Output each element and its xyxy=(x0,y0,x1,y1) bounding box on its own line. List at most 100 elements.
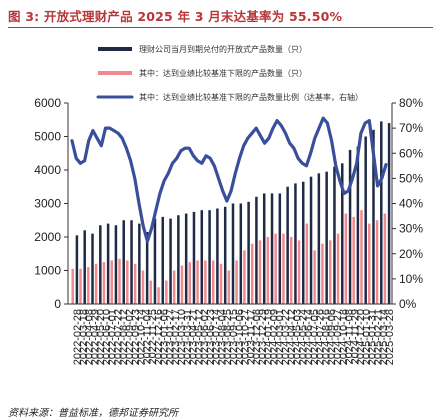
y-right-tick-label: 30% xyxy=(399,222,423,236)
y-left-tick-label: 5000 xyxy=(34,130,61,144)
bar-total xyxy=(372,129,375,304)
y-axis-right: 0% 10% 20% 30% 40% 50% 60% 70% 80% xyxy=(391,96,423,311)
x-tick-label: 2024-03-01 xyxy=(274,309,286,365)
bar-total xyxy=(99,225,102,304)
x-tick-label: 2024-02-09 xyxy=(268,309,280,365)
x-axis: 2022-02-282022-03-182022-04-082022-04-29… xyxy=(68,303,396,365)
bar-reached xyxy=(344,213,348,304)
legend-label-1: 理财公司当月到期兑付的开放式产品数量（只） xyxy=(139,44,307,54)
x-tick-label: 2022-02-28 xyxy=(72,309,84,365)
bar-reached xyxy=(79,268,82,304)
x-tick-label: 2023-07-14 xyxy=(211,309,223,365)
x-tick-label: 2022-12-16 xyxy=(153,309,165,365)
x-tick-label: 2023-02-17 xyxy=(170,309,182,365)
x-tick-label: 2024-09-27 xyxy=(332,309,344,365)
bar-total xyxy=(153,218,157,304)
x-tick-label: 2023-08-25 xyxy=(222,309,234,365)
x-tick-label: 2023-04-21 xyxy=(188,309,200,365)
y-left-tick-label: 4000 xyxy=(34,163,61,177)
x-tick-label: 2022-03-18 xyxy=(78,309,90,365)
bar-reached xyxy=(118,258,121,304)
bar-total xyxy=(184,213,188,304)
bar-reached xyxy=(235,260,238,304)
bar-reached xyxy=(305,223,309,304)
x-tick-label: 2025-01-31 xyxy=(367,309,379,365)
bar-total xyxy=(364,136,367,304)
bar-total xyxy=(286,186,289,304)
x-tick-label: 2024-04-12 xyxy=(286,309,298,365)
bar-total xyxy=(341,163,344,304)
x-tick-label: 2023-06-02 xyxy=(199,309,211,365)
bar-reached xyxy=(102,262,106,304)
bar-total xyxy=(192,211,196,304)
bar-reached xyxy=(297,240,301,304)
bar-total xyxy=(106,223,110,304)
bar-total xyxy=(169,218,172,304)
bar-total xyxy=(177,215,180,304)
x-tick-label: 2023-06-23 xyxy=(205,309,217,365)
bar-total xyxy=(301,181,305,304)
bar-reached xyxy=(266,237,270,304)
bar-total xyxy=(138,223,141,304)
x-tick-label: 2023-01-06 xyxy=(159,309,171,365)
bar-reached xyxy=(360,210,363,304)
bar-reached xyxy=(274,233,277,304)
x-tick-label: 2024-10-18 xyxy=(338,309,350,365)
bar-reached xyxy=(383,213,387,304)
legend-swatch-1 xyxy=(98,47,132,51)
x-tick-label: 2022-11-04 xyxy=(141,309,153,364)
bar-reached xyxy=(110,260,113,304)
x-tick-label: 2022-10-14 xyxy=(136,309,148,365)
series-total-bars xyxy=(75,121,391,304)
y-left-tick-label: 2000 xyxy=(34,230,61,244)
bar-total xyxy=(387,123,391,304)
x-tick-label: 2022-08-12 xyxy=(118,309,130,365)
x-tick-label: 2024-07-05 xyxy=(309,309,321,365)
bar-reached xyxy=(188,262,192,304)
bar-reached xyxy=(180,265,184,304)
bar-reached xyxy=(321,243,324,304)
bar-total xyxy=(122,220,125,304)
bar-total xyxy=(317,173,321,304)
legend: 理财公司当月到期兑付的开放式产品数量（只） 其中：达到业绩比较基准下限的产品数量（… xyxy=(96,44,363,102)
x-tick-label: 2025-01-10 xyxy=(361,309,373,365)
y-left-tick-label: 0 xyxy=(54,297,61,311)
bar-total xyxy=(208,210,211,304)
bar-total xyxy=(380,121,383,304)
bar-reached xyxy=(133,263,137,304)
x-tick-label: 2022-09-02 xyxy=(124,309,136,365)
bar-total xyxy=(114,225,118,304)
legend-label-3: 其中：达到业绩比较基准下限的产品数量比例（达基率，右轴） xyxy=(139,92,363,102)
bar-reached xyxy=(227,270,231,304)
x-tick-label: 2023-01-27 xyxy=(164,309,176,365)
bar-reached xyxy=(149,280,152,304)
legend-swatch-2 xyxy=(98,71,132,75)
x-tick-label: 2022-04-29 xyxy=(89,309,101,365)
x-tick-label: 2024-12-20 xyxy=(355,309,367,365)
bar-reached xyxy=(352,216,355,304)
y-right-tick-label: 80% xyxy=(399,96,423,110)
bar-total xyxy=(145,231,149,304)
bar-reached xyxy=(126,260,129,304)
series-ratio-line xyxy=(70,116,388,243)
bar-total xyxy=(130,220,133,304)
bar-reached xyxy=(329,240,332,304)
bar-reached xyxy=(258,240,262,304)
x-tick-label: 2024-03-22 xyxy=(280,309,292,365)
y-left-tick-label: 6000 xyxy=(34,96,61,110)
bar-reached xyxy=(313,250,316,304)
x-tick-label: 2024-05-03 xyxy=(292,309,304,365)
x-tick-label: 2023-10-27 xyxy=(240,309,252,365)
legend-label-2: 其中：达到业绩比较基准下限的产品数量（只） xyxy=(139,68,307,78)
bar-total xyxy=(216,208,219,304)
bar-total xyxy=(255,196,258,304)
bar-total xyxy=(75,235,79,304)
bar-total xyxy=(270,193,274,304)
x-tick-label: 2023-12-08 xyxy=(251,309,263,365)
bar-total xyxy=(325,171,328,304)
x-tick-label: 2025-03-28 xyxy=(384,309,396,365)
x-tick-label: 2024-05-24 xyxy=(297,309,309,365)
x-tick-label: 2023-08-04 xyxy=(216,309,228,365)
y-right-tick-label: 20% xyxy=(399,247,423,261)
